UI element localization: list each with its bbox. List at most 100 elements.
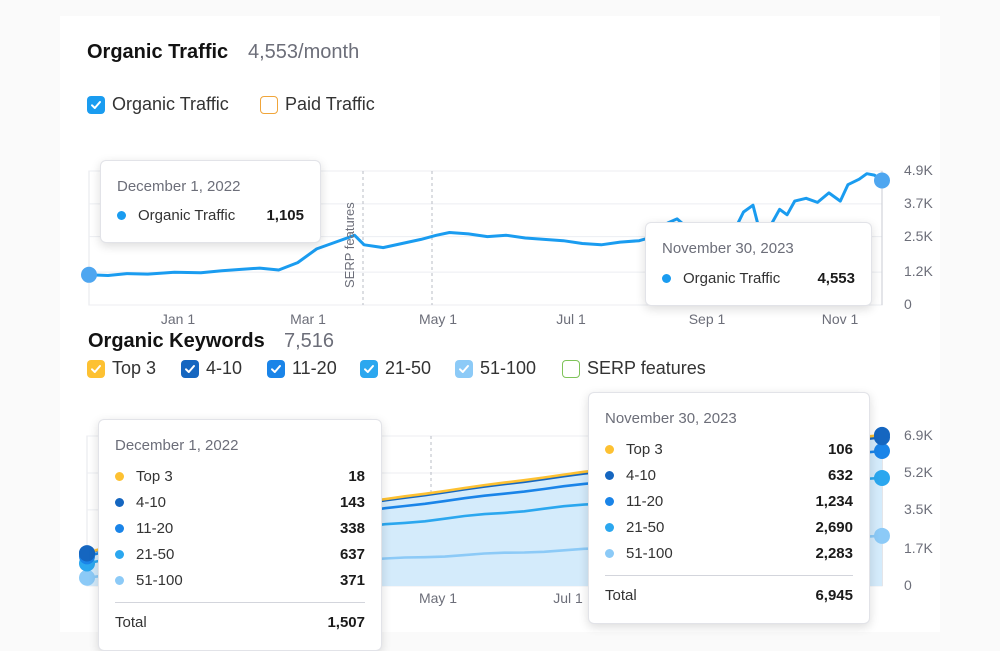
end-marker-51-100[interactable] (874, 527, 890, 544)
tooltip-date: November 30, 2023 (605, 410, 737, 427)
tooltip-series-label: Top 3 (136, 468, 173, 485)
legend-label: 4-10 (206, 358, 243, 378)
start-marker-Top 3[interactable] (79, 545, 95, 562)
tooltip-date: December 1, 2022 (115, 437, 239, 454)
tooltip-series-label: 4-10 (136, 494, 167, 511)
y-tick-label: 0 (904, 296, 912, 312)
tooltip-date: November 30, 2023 (662, 240, 794, 257)
series-dot-icon (115, 576, 124, 585)
series-dot-icon (662, 274, 671, 283)
checkbox-unchecked-icon[interactable] (260, 95, 278, 114)
x-tick-label: Sep 1 (688, 311, 726, 327)
series-dot-icon (605, 523, 614, 532)
tooltip-series-label: 11-20 (626, 493, 664, 510)
organic-traffic-title: Organic Traffic (87, 41, 229, 63)
series-dot-icon (117, 211, 126, 220)
tooltip-value: 1,105 (266, 207, 304, 224)
start-marker-51-100[interactable] (79, 569, 95, 586)
checkbox-unchecked-icon[interactable] (562, 359, 580, 378)
series-dot-icon (115, 472, 124, 481)
tooltip-divider (115, 602, 365, 603)
tooltip-total-label: Total (605, 587, 637, 604)
legend-51-100[interactable]: 51-100 (455, 358, 536, 379)
checkbox-checked-icon[interactable] (87, 95, 105, 114)
traffic-tooltip-end: November 30, 2023 Organic Traffic 4,553 (645, 222, 872, 306)
tooltip-value: 143 (339, 494, 365, 511)
tooltip-series-label: 11-20 (136, 520, 174, 537)
tooltip-row: 21-50 637 (115, 546, 365, 563)
series-dot-icon (605, 549, 614, 558)
y-tick-label: 1.7K (904, 540, 933, 557)
x-tick-label: May 1 (418, 590, 458, 606)
keywords-tooltip-end: November 30, 2023 Top 3 106 4-10 632 11-20 1,… (588, 392, 870, 624)
tooltip-row: 4-10 143 (115, 494, 365, 511)
end-point-marker[interactable] (874, 172, 890, 189)
start-point-marker[interactable] (81, 266, 97, 283)
y-tick-label: 3.5K (904, 500, 933, 517)
tooltip-row: 11-20 1,234 (605, 493, 853, 510)
series-dot-icon (115, 524, 124, 533)
series-dot-icon (115, 498, 124, 507)
tooltip-value: 1,234 (815, 493, 853, 510)
tooltip-total-row: Total 6,945 (605, 587, 853, 604)
tooltip-row: Organic Traffic 4,553 (662, 270, 855, 287)
y-tick-label: 2.5K (904, 227, 933, 244)
x-tick-label: Jul 1 (553, 590, 583, 606)
tooltip-row: Top 3 106 (605, 441, 853, 458)
y-tick-label: 6.9K (904, 427, 933, 443)
organic-keywords-summary: 7,516 (284, 330, 335, 352)
tooltip-series-label: 51-100 (136, 572, 183, 589)
legend-label: 21-50 (385, 358, 432, 378)
y-tick-label: 1.2K (904, 263, 933, 280)
checkbox-checked-icon[interactable] (181, 359, 199, 378)
tooltip-total-label: Total (115, 614, 147, 631)
tooltip-series-label: 21-50 (136, 546, 175, 563)
tooltip-value: 4,553 (817, 270, 855, 287)
end-marker-Top 3[interactable] (874, 426, 890, 443)
legend-label: 11-20 (292, 358, 337, 378)
tooltip-total-row: Total 1,507 (115, 614, 365, 631)
tooltip-series-label: 4-10 (626, 467, 657, 484)
legend-serp-features[interactable]: SERP features (562, 358, 706, 379)
legend-paid-traffic[interactable]: Paid Traffic (260, 94, 375, 115)
legend-label: Paid Traffic (285, 94, 375, 114)
x-tick-label: Jan 1 (160, 311, 196, 327)
checkbox-checked-icon[interactable] (87, 359, 105, 378)
tooltip-value: 371 (339, 572, 365, 589)
tooltip-value: 637 (339, 546, 365, 563)
legend-organic-traffic[interactable]: Organic Traffic (87, 94, 229, 115)
checkbox-checked-icon[interactable] (455, 359, 473, 378)
tooltip-series-label: Organic Traffic (683, 270, 781, 287)
legend-21-50[interactable]: 21-50 (360, 358, 431, 379)
legend-label: Top 3 (112, 358, 157, 378)
tooltip-row: 51-100 2,283 (605, 545, 853, 562)
x-tick-label: Jul 1 (556, 311, 586, 327)
tooltip-row: 4-10 632 (605, 467, 853, 484)
serp-features-label: SERP features (342, 202, 357, 288)
checkbox-checked-icon[interactable] (267, 359, 285, 378)
legend-label: Organic Traffic (112, 94, 229, 114)
end-marker-11-20[interactable] (874, 442, 890, 459)
legend-11-20[interactable]: 11-20 (267, 358, 337, 379)
tooltip-date: December 1, 2022 (117, 178, 241, 195)
keywords-tooltip-start: December 1, 2022 Top 3 18 4-10 143 11-20 338 2… (98, 419, 382, 651)
tooltip-row: Organic Traffic 1,105 (117, 207, 304, 224)
tooltip-total-value: 6,945 (815, 587, 853, 604)
checkbox-checked-icon[interactable] (360, 359, 378, 378)
end-marker-21-50[interactable] (874, 469, 890, 486)
legend-label: SERP features (587, 358, 706, 378)
x-tick-label: Mar 1 (290, 311, 326, 327)
series-dot-icon (605, 445, 614, 454)
tooltip-value: 2,283 (815, 545, 853, 562)
x-tick-label: May 1 (418, 311, 458, 327)
legend-label: 51-100 (480, 358, 537, 378)
tooltip-value: 106 (827, 441, 853, 458)
legend-top-3[interactable]: Top 3 (87, 358, 156, 379)
tooltip-total-value: 1,507 (327, 614, 365, 631)
legend-4-10[interactable]: 4-10 (181, 358, 242, 379)
series-dot-icon (605, 497, 614, 506)
traffic-tooltip-start: December 1, 2022 Organic Traffic 1,105 (100, 160, 321, 243)
y-tick-label: 5.2K (904, 463, 933, 480)
dashboard-card: Organic Traffic 4,553/month Organic Traf… (60, 16, 940, 651)
tooltip-row: 11-20 338 (115, 520, 365, 537)
